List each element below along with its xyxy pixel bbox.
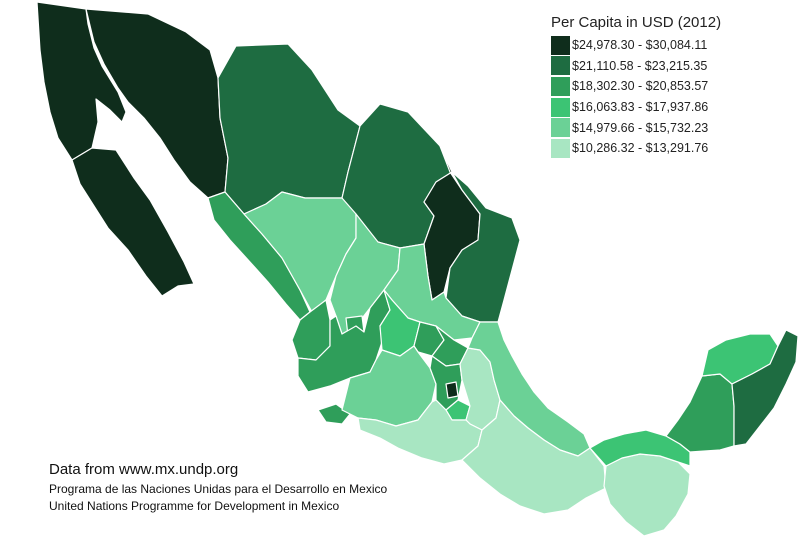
credit-line-english: United Nations Programme for Development… (49, 499, 340, 513)
state-campeche[interactable] (665, 373, 735, 453)
state-baja-california-sur[interactable] (71, 147, 195, 297)
legend-label: $16,063.83 - $17,937.86 (572, 100, 709, 115)
legend: Per Capita in USD (2012) $24,978.30 - $3… (551, 14, 791, 159)
legend-swatch (551, 97, 570, 117)
legend-label: $21,110.58 - $23,215.35 (572, 58, 708, 73)
legend-item: $14,979.66 - $15,732.23 (551, 117, 791, 138)
legend-item: $10,286.32 - $13,291.76 (551, 138, 791, 159)
legend-item: $24,978.30 - $30,084.11 (551, 35, 791, 56)
legend-label: $18,302.30 - $20,853.57 (572, 79, 709, 94)
legend-item: $18,302.30 - $20,853.57 (551, 76, 791, 97)
legend-title: Per Capita in USD (2012) (551, 14, 722, 31)
legend-swatch (551, 138, 570, 158)
legend-swatch (551, 76, 570, 96)
credit-line-spanish: Programa de las Naciones Unidas para el … (49, 482, 388, 496)
credit-source: Data from www.mx.undp.org (49, 461, 239, 478)
data-credits: Data from www.mx.undp.org Programa de la… (49, 461, 387, 515)
legend-label: $24,978.30 - $30,084.11 (572, 38, 708, 53)
legend-swatch (551, 118, 570, 138)
state-quintana-roo[interactable] (731, 329, 799, 447)
state-chiapas[interactable] (603, 453, 691, 537)
legend-swatch (551, 35, 570, 55)
legend-item: $21,110.58 - $23,215.35 (551, 56, 791, 77)
state-chihuahua[interactable] (217, 43, 361, 215)
state-baja-california[interactable] (36, 1, 127, 161)
legend-label: $10,286.32 - $13,291.76 (572, 141, 709, 156)
state-jalisco[interactable] (297, 289, 391, 393)
legend-label: $14,979.66 - $15,732.23 (572, 120, 709, 135)
state-sonora[interactable] (85, 8, 229, 199)
legend-item: $16,063.83 - $17,937.86 (551, 97, 791, 118)
state-ciudad-de-mexico[interactable] (445, 381, 459, 399)
state-tabasco[interactable] (589, 429, 691, 467)
legend-swatch (551, 56, 570, 76)
